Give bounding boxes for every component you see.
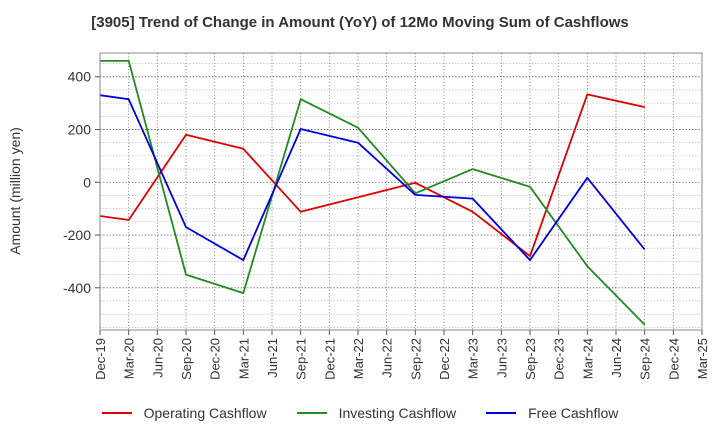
x-tick-label: Dec-24 bbox=[666, 338, 681, 380]
legend-swatch bbox=[101, 412, 132, 414]
x-tick-label: Jun-24 bbox=[609, 338, 624, 378]
y-tick-label: 400 bbox=[68, 69, 92, 85]
y-tick-label: -400 bbox=[63, 280, 91, 296]
x-tick-label: Dec-20 bbox=[208, 338, 223, 380]
legend-label: Investing Cashflow bbox=[338, 405, 457, 421]
x-tick-label: Sep-22 bbox=[408, 338, 423, 380]
x-tick-label: Mar-25 bbox=[695, 338, 710, 379]
x-tick-label: Jun-21 bbox=[265, 338, 280, 378]
legend-label: Free Cashflow bbox=[528, 405, 619, 421]
x-tick-label: Dec-21 bbox=[322, 338, 337, 380]
y-tick-label: 0 bbox=[83, 174, 91, 190]
y-axis-label: Amount (million yen) bbox=[7, 127, 23, 255]
x-tick-label: Jun-23 bbox=[494, 338, 509, 378]
x-tick-label: Sep-24 bbox=[638, 338, 653, 380]
x-tick-label: Dec-19 bbox=[93, 338, 108, 380]
x-tick-label: Sep-21 bbox=[294, 338, 309, 380]
x-tick-label: Dec-23 bbox=[552, 338, 567, 380]
x-tick-label: Jun-20 bbox=[150, 338, 165, 378]
x-tick-label: Mar-21 bbox=[236, 338, 251, 379]
x-tick-label: Jun-22 bbox=[380, 338, 395, 378]
x-tick-label: Mar-22 bbox=[351, 338, 366, 379]
x-tick-label: Sep-20 bbox=[179, 338, 194, 380]
plot-frame bbox=[99, 52, 703, 331]
legend-swatch bbox=[486, 412, 517, 414]
legend-item-investing-cashflow: Investing Cashflow bbox=[296, 405, 457, 421]
legend: Operating Cashflow Investing Cashflow Free… bbox=[0, 405, 720, 421]
investing-cashflow-line bbox=[100, 60, 646, 326]
legend-swatch bbox=[296, 412, 327, 414]
x-axis-ticks: Dec-19 Mar-20 Jun-20 Sep-20 Dec-20 Mar-21 Jun-… bbox=[93, 330, 710, 380]
series-lines bbox=[99, 60, 646, 326]
chart-title: [3905] Trend of Change in Amount (YoY) o… bbox=[91, 14, 629, 31]
legend-item-operating-cashflow: Operating Cashflow bbox=[101, 405, 267, 421]
y-tick-label: 200 bbox=[68, 122, 92, 138]
operating-cashflow-line bbox=[99, 93, 645, 258]
free-cashflow-line bbox=[99, 94, 646, 262]
x-tick-label: Mar-23 bbox=[466, 338, 481, 379]
x-tick-label: Mar-24 bbox=[580, 338, 595, 379]
y-axis-ticks: 400 200 0 -200 -400 bbox=[63, 69, 100, 296]
legend-item-free-cashflow: Free Cashflow bbox=[486, 405, 618, 421]
legend-label: Operating Cashflow bbox=[143, 405, 267, 421]
x-tick-label: Mar-20 bbox=[122, 338, 137, 379]
x-tick-label: Sep-23 bbox=[523, 338, 538, 380]
x-tick-label: Dec-22 bbox=[437, 338, 452, 380]
y-tick-label: -200 bbox=[63, 227, 91, 243]
grid bbox=[99, 53, 703, 330]
